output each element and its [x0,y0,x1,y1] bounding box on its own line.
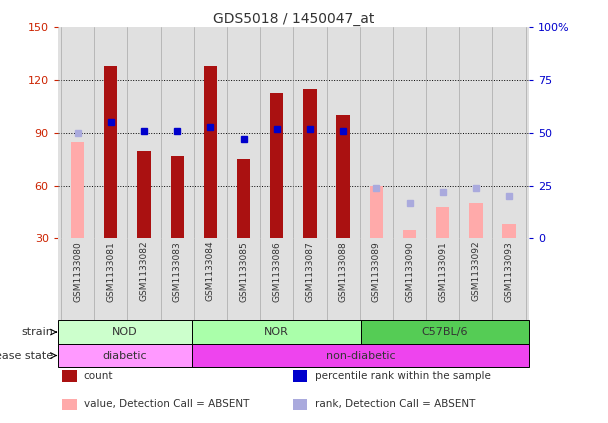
Text: NOR: NOR [264,327,289,337]
Bar [171,156,184,239]
Bar [469,203,483,239]
Bar [293,370,308,382]
Text: GSM1133088: GSM1133088 [339,241,348,302]
Bar [303,89,317,239]
Text: GSM1133089: GSM1133089 [372,241,381,302]
Bar [63,398,77,410]
Text: GSM1133091: GSM1133091 [438,241,447,302]
Text: rank, Detection Call = ABSENT: rank, Detection Call = ABSENT [314,399,475,409]
Text: GSM1133087: GSM1133087 [305,241,314,302]
Bar [237,159,250,239]
Bar [58,320,192,344]
Text: GSM1133083: GSM1133083 [173,241,182,302]
Bar [104,66,117,239]
Bar [192,344,529,367]
Title: GDS5018 / 1450047_at: GDS5018 / 1450047_at [213,12,374,27]
Bar [137,151,151,239]
Text: GSM1133086: GSM1133086 [272,241,282,302]
Text: GSM1133092: GSM1133092 [471,241,480,302]
Text: GSM1133084: GSM1133084 [206,241,215,302]
Bar [436,207,449,239]
Bar [204,66,217,239]
Text: GSM1133085: GSM1133085 [239,241,248,302]
Bar [71,142,85,239]
Bar [270,93,283,239]
Text: GSM1133080: GSM1133080 [73,241,82,302]
Text: non-diabetic: non-diabetic [326,351,395,360]
Text: strain: strain [21,327,53,337]
Bar [502,224,516,239]
Text: value, Detection Call = ABSENT: value, Detection Call = ABSENT [84,399,249,409]
Bar [370,186,383,239]
Text: count: count [84,371,113,381]
Text: GSM1133090: GSM1133090 [405,241,414,302]
Bar [361,320,529,344]
Text: GSM1133082: GSM1133082 [140,241,148,302]
Text: percentile rank within the sample: percentile rank within the sample [314,371,491,381]
Bar [403,230,416,239]
Text: diabetic: diabetic [103,351,147,360]
Bar [192,320,361,344]
Bar [58,344,192,367]
Text: GSM1133093: GSM1133093 [505,241,514,302]
Text: NOD: NOD [112,327,138,337]
Text: GSM1133081: GSM1133081 [106,241,116,302]
Text: disease state: disease state [0,351,53,360]
Bar [293,398,308,410]
Bar [336,115,350,239]
Text: C57BL/6: C57BL/6 [421,327,468,337]
Bar [63,370,77,382]
